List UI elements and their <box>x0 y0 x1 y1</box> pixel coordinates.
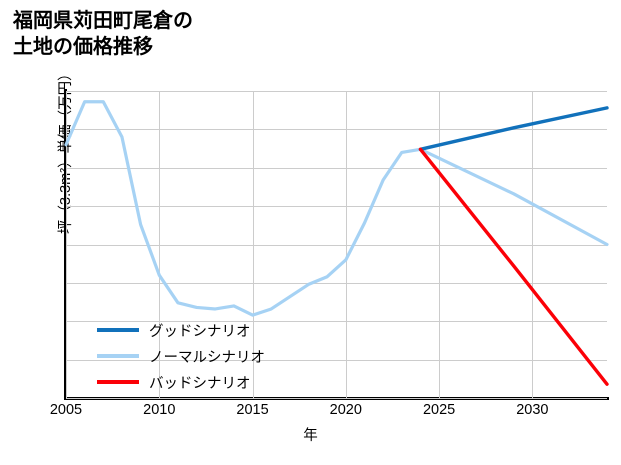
gridline-horizontal <box>66 398 607 399</box>
x-axis-tick-label: 2010 <box>143 402 176 418</box>
x-axis-tick-label: 2015 <box>236 402 269 418</box>
gridline-horizontal <box>66 91 607 92</box>
gridline-horizontal <box>66 321 607 323</box>
gridline-horizontal <box>66 244 607 246</box>
x-axis-tick-label: 2005 <box>49 402 83 418</box>
legend-item-good: グッドシナリオ <box>97 317 312 343</box>
gridline-vertical <box>345 91 347 398</box>
legend-swatch-good <box>97 328 139 332</box>
legend-label-good: グッドシナリオ <box>149 323 251 340</box>
gridline-horizontal <box>66 129 607 131</box>
legend-label-bad: バッドシナリオ <box>149 375 251 392</box>
legend-swatch-bad <box>97 380 139 384</box>
legend: グッドシナリオ ノーマルシナリオ バッドシナリオ <box>97 315 312 397</box>
legend-item-bad: バッドシナリオ <box>97 369 312 395</box>
gridline-horizontal <box>66 206 607 208</box>
legend-swatch-normal <box>97 354 139 358</box>
x-axis-tick-label: 2025 <box>422 402 456 418</box>
gridline-vertical <box>532 91 534 398</box>
page-title: 福岡県苅田町尾倉の 土地の価格推移 <box>13 10 193 59</box>
legend-label-normal: ノーマルシナリオ <box>149 349 265 366</box>
legend-item-normal: ノーマルシナリオ <box>97 343 312 369</box>
gridline-vertical <box>439 91 441 398</box>
x-axis-tick-label: 2020 <box>329 402 362 418</box>
x-axis-label: 年 <box>303 428 318 444</box>
gridline-horizontal <box>66 359 607 361</box>
gridline-horizontal <box>66 167 607 169</box>
gridline-vertical <box>66 91 67 398</box>
x-axis-tick-label: 2030 <box>516 402 549 418</box>
gridline-horizontal <box>66 282 607 284</box>
